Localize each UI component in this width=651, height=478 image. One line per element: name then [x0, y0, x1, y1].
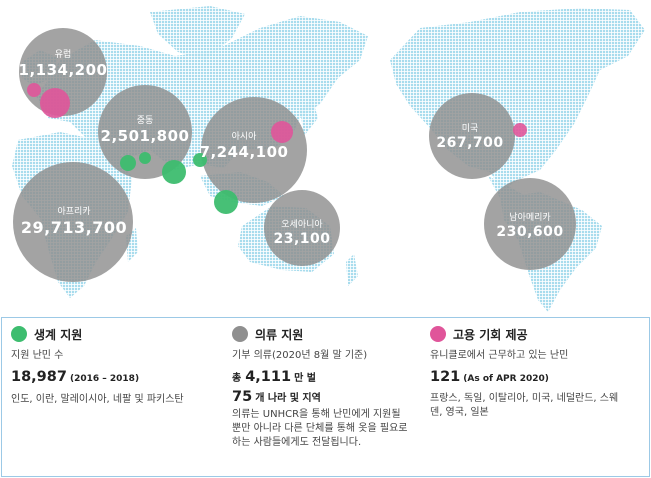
employment-marker-europe	[40, 88, 70, 118]
region-name: 아시아	[231, 132, 257, 142]
region-value: 29,713,700	[20, 218, 128, 237]
survival-marker-malaysia	[214, 190, 238, 214]
legend-employment-subtitle: 유니클로에서 근무하고 있는 난민	[430, 350, 569, 361]
region-name: 남아메리카	[509, 213, 551, 223]
region-value: 1,134,200	[18, 61, 108, 79]
legend-clothing-number: 4,111	[245, 369, 292, 385]
region-name: 유럽	[54, 50, 72, 60]
survival-marker-iran	[120, 155, 136, 171]
world-map: 유럽 1,134,200 중동 2,501,800 아시아 7,244,100 …	[12, 6, 645, 312]
legend-survival: 생계 지원 지원 난민 수 18,987 (2016 – 2018) 인도, 이란…	[11, 326, 216, 407]
continent-new-zealand	[346, 254, 358, 286]
pink-dot-icon	[430, 326, 446, 342]
legend-employment: 고용 기회 제공 유니클로에서 근무하고 있는 난민 121 (As of APR…	[430, 326, 630, 420]
survival-marker-india	[162, 160, 186, 184]
legend-clothing: 의류 지원 기부 의류(2020년 8월 말 기준) 총 4,111 만 벌 75 개…	[232, 326, 422, 450]
region-value: 7,244,100	[199, 143, 289, 161]
legend-survival-title: 생계 지원	[34, 327, 83, 342]
bubble-oceania	[264, 190, 340, 266]
legend-clothing-subtitle: 기부 의류(2020년 8월 말 기준)	[232, 350, 368, 361]
legend-employment-header: 고용 기회 제공	[430, 326, 630, 342]
legend-employment-number: 121	[430, 369, 461, 385]
legend-panel: 생계 지원 지원 난민 수 18,987 (2016 – 2018) 인도, 이란…	[1, 317, 650, 477]
region-value: 267,700	[436, 135, 504, 151]
legend-survival-number: 18,987	[11, 369, 67, 385]
continent-greenland	[150, 6, 245, 60]
region-label-south-america: 남아메리카 230,600	[496, 213, 563, 240]
employment-marker-japan	[271, 121, 293, 143]
region-name: 미국	[461, 124, 479, 134]
legend-clothing-unit: 만 벌	[294, 373, 316, 384]
region-value: 230,600	[496, 224, 564, 240]
survival-markers	[120, 152, 238, 214]
legend-employment-title: 고용 기회 제공	[453, 327, 528, 342]
continent-north-america	[390, 8, 645, 190]
region-label-asia: 아시아 7,244,100	[200, 132, 289, 161]
legend-survival-figure: 18,987 (2016 – 2018)	[11, 369, 216, 387]
region-label-middle-east: 중동 2,501,800	[101, 116, 190, 145]
bubble-usa	[429, 93, 515, 179]
continent-japan	[300, 98, 318, 136]
legend-clothing-countries-number: 75	[232, 389, 253, 405]
legend-clothing-header: 의류 지원	[232, 326, 422, 342]
legend-clothing-countries-unit: 개 나라 및 지역	[255, 393, 321, 404]
legend-clothing-detail: 의류는 UNHCR을 통해 난민에게 지원될 뿐만 아니라 다른 단체를 통해 …	[232, 409, 408, 448]
legend-survival-detail: 인도, 이란, 말레이시아, 네팔 및 파키스탄	[11, 394, 184, 405]
bubble-middle-east	[98, 85, 192, 179]
survival-marker-pakistan	[139, 152, 151, 164]
employment-marker-europe-small	[27, 83, 41, 97]
legend-clothing-countries: 75 개 나라 및 지역	[232, 389, 422, 407]
bubble-south-america	[484, 178, 576, 270]
world-map-graphic	[12, 6, 645, 312]
region-value: 23,100	[273, 231, 331, 247]
employment-markers	[27, 83, 527, 143]
region-label-africa: 아프리카 29,713,700	[21, 207, 127, 237]
green-dot-icon	[11, 326, 27, 342]
employment-marker-usa	[513, 123, 527, 137]
gray-dot-icon	[232, 326, 248, 342]
legend-clothing-prefix: 총	[232, 373, 242, 384]
bubble-europe	[19, 28, 107, 116]
region-name: 아프리카	[57, 207, 91, 217]
legend-survival-note: (2016 – 2018)	[69, 374, 140, 384]
bubble-africa	[13, 162, 133, 282]
legend-employment-figure: 121 (As of APR 2020)	[430, 369, 630, 387]
region-label-oceania: 오세아니아 23,100	[273, 220, 330, 247]
region-value: 2,501,800	[100, 127, 190, 145]
legend-clothing-title: 의류 지원	[255, 327, 304, 342]
legend-clothing-figure: 총 4,111 만 벌	[232, 369, 422, 387]
legend-employment-note: (As of APR 2020)	[463, 374, 549, 384]
survival-marker-nepal	[193, 153, 207, 167]
region-name: 중동	[136, 116, 154, 126]
legend-survival-subtitle: 지원 난민 수	[11, 350, 64, 361]
region-name: 오세아니아	[281, 220, 323, 230]
region-label-europe: 유럽 1,134,200	[19, 50, 108, 79]
legend-employment-detail: 프랑스, 독일, 이탈리아, 미국, 네덜란드, 스웨덴, 영국, 일본	[430, 393, 619, 418]
region-label-usa: 미국 267,700	[436, 124, 503, 151]
legend-survival-header: 생계 지원	[11, 326, 216, 342]
